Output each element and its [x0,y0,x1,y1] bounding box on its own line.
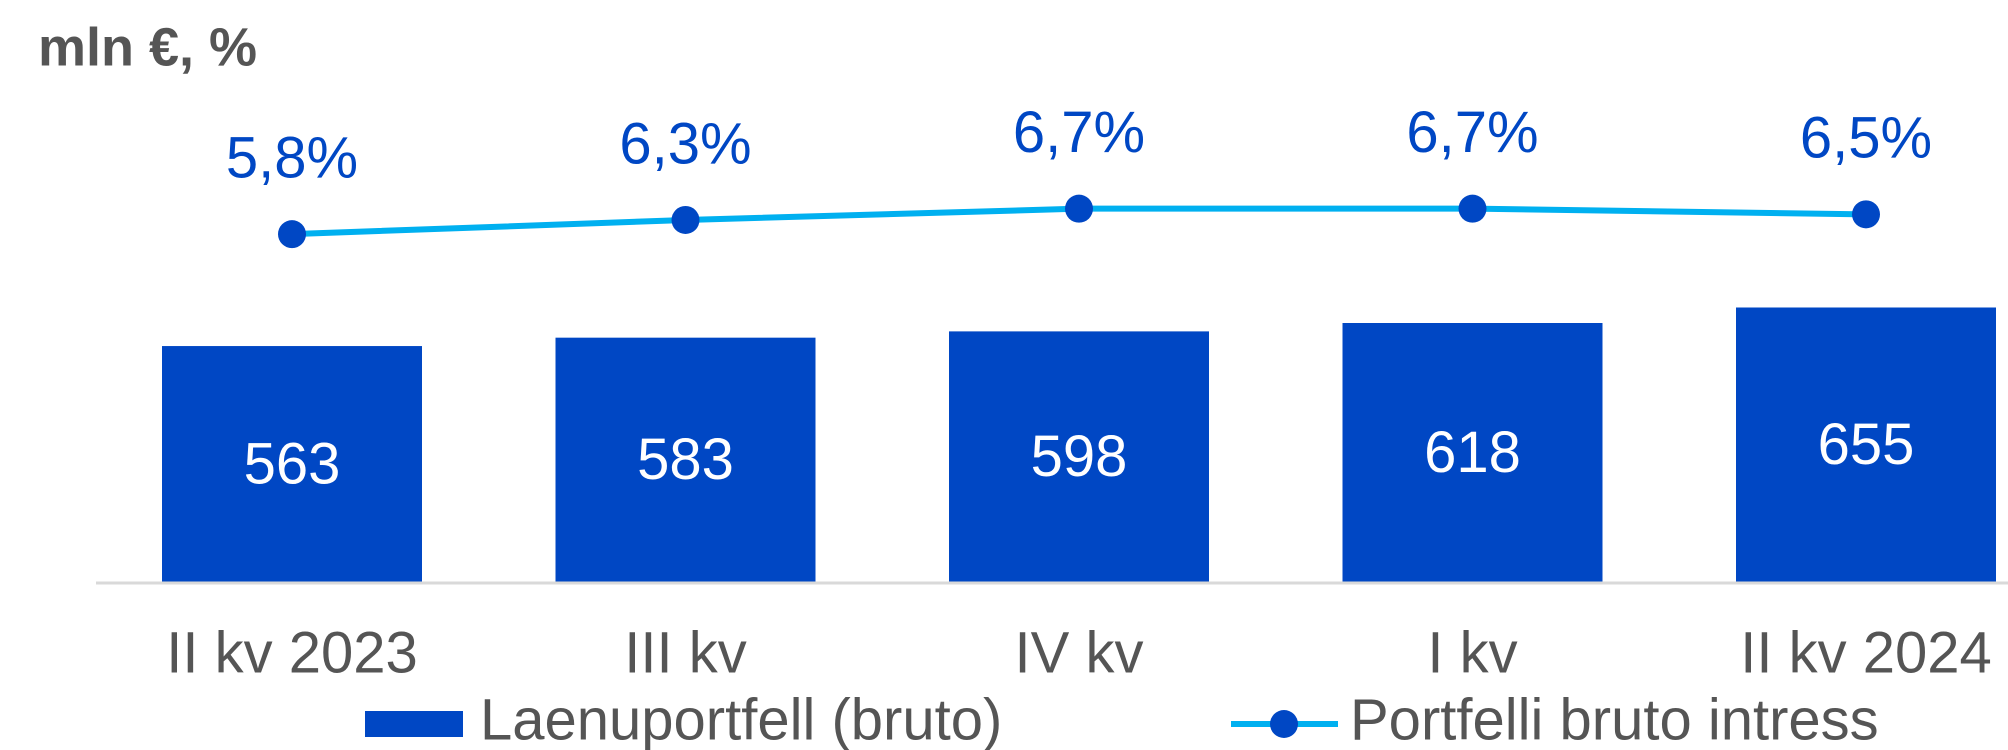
x-tick-label: I kv [1427,620,1517,685]
bar [555,337,816,582]
line-marker [278,220,306,249]
x-tick-label: IV kv [1015,620,1144,685]
bar [162,346,422,582]
bar-value-label: 655 [1818,412,1915,477]
line-value-label: 5,8% [226,125,358,190]
line-value-label: 6,7% [1013,100,1145,165]
legend-label: Laenuportfell (bruto) [480,687,1002,750]
bar [949,331,1209,582]
x-tick-label: II kv 2023 [166,620,417,685]
line-marker [1065,194,1093,223]
x-tick-label: II kv 2024 [1740,620,1991,685]
bar-value-label: 618 [1424,420,1521,485]
chart-title: mln €, % [38,17,257,77]
legend-label: Portfelli bruto intress [1350,687,1879,750]
bar-value-label: 598 [1031,424,1128,489]
line-value-label: 6,5% [1800,106,1932,171]
line-marker [671,205,700,234]
bar-value-label: 563 [244,431,341,496]
line-value-label: 6,3% [619,111,751,176]
bar-value-label: 583 [637,427,734,492]
legend-swatch [1270,710,1298,738]
line-marker [1852,200,1880,229]
line-value-label: 6,7% [1406,100,1538,165]
bar [1342,323,1603,582]
x-tick-label: III kv [624,620,746,685]
line-marker [1458,194,1487,223]
legend-swatch [365,711,463,737]
bar [1736,307,1996,582]
